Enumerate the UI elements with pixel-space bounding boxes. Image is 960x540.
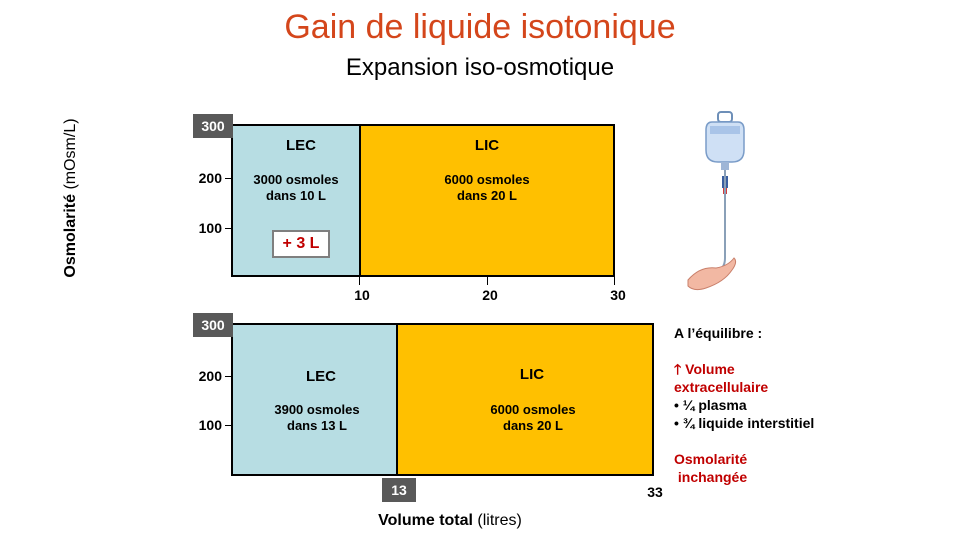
osmolarity-line1: Osmolarité bbox=[674, 451, 748, 467]
slide-subtitle: Expansion iso-osmotique bbox=[345, 54, 615, 81]
equilibrium-heading: A l’équilibre : bbox=[674, 325, 763, 341]
bottom-lec-box bbox=[231, 323, 399, 476]
added-volume-box: + 3 L bbox=[272, 230, 330, 258]
volume-increase-line1: 🡑 Volume bbox=[674, 360, 874, 378]
bottom-y-tickmark-100 bbox=[225, 425, 233, 426]
bottom-lec-label: LEC bbox=[306, 368, 336, 385]
volume-word: Volume bbox=[685, 361, 735, 377]
top-x-tick-30: 30 bbox=[610, 287, 626, 303]
top-lec-line2: dans 10 L bbox=[266, 188, 326, 203]
bottom-lic-label: LIC bbox=[519, 366, 545, 383]
bottom-lec-line2: dans 13 L bbox=[287, 418, 347, 433]
equilibrium-notes: A l’équilibre : 🡑 Volume extracellulaire… bbox=[674, 324, 874, 486]
top-lic-box bbox=[359, 124, 615, 277]
top-lic-label: LIC bbox=[474, 137, 500, 154]
top-x-tickmark-10 bbox=[359, 277, 360, 285]
volume-increase-line2: extracellulaire bbox=[674, 379, 769, 395]
plasma-bullet: • ¼ plasma bbox=[674, 397, 747, 413]
bottom-x-tick-33: 33 bbox=[647, 484, 663, 500]
bottom-lec-text: 3900 osmoles dans 13 L bbox=[261, 402, 373, 434]
interstitial-bullet: • ¾ liquide interstitiel bbox=[674, 415, 815, 431]
slide-title: Gain de liquide isotonique bbox=[284, 8, 676, 46]
y-axis-label-unit: (mOsm/L) bbox=[62, 118, 79, 194]
bottom-y-tick-100: 100 bbox=[198, 417, 222, 433]
top-lic-text: 6000 osmoles dans 20 L bbox=[419, 172, 555, 204]
bottom-y-tickmark-200 bbox=[225, 376, 233, 377]
top-y-tickmark-200 bbox=[225, 178, 233, 179]
top-y-tickmark-100 bbox=[225, 228, 233, 229]
bottom-lic-box bbox=[396, 323, 654, 476]
top-lec-label: LEC bbox=[286, 137, 316, 154]
osmolarity-line2: inchangée bbox=[674, 469, 748, 485]
iv-bag-hook bbox=[717, 111, 733, 123]
top-lic-line1: 6000 osmoles bbox=[444, 172, 530, 187]
bottom-lec-line1: 3900 osmoles bbox=[274, 402, 360, 417]
top-y-tick-200: 200 bbox=[198, 170, 222, 186]
top-osm-badge-300: 300 bbox=[193, 114, 233, 138]
x-axis-label-unit: (litres) bbox=[472, 512, 522, 529]
iv-bag-label bbox=[710, 126, 740, 134]
top-x-tick-10: 10 bbox=[354, 287, 370, 303]
bottom-osm-badge-300: 300 bbox=[193, 313, 233, 337]
y-axis-label: Osmolarité (mOsm/L) bbox=[62, 98, 82, 298]
bottom-y-tick-200: 200 bbox=[198, 368, 222, 384]
bottom-lic-text: 6000 osmoles dans 20 L bbox=[465, 402, 601, 434]
y-axis-label-bold: Osmolarité bbox=[62, 193, 79, 278]
top-y-tick-100: 100 bbox=[198, 220, 222, 236]
up-arrow-icon: 🡑 bbox=[674, 361, 682, 377]
top-x-tickmark-30 bbox=[614, 277, 615, 285]
top-lec-text: 3000 osmoles dans 10 L bbox=[241, 172, 351, 204]
bottom-lic-line1: 6000 osmoles bbox=[490, 402, 576, 417]
x-axis-label: Volume total (litres) bbox=[300, 512, 600, 530]
top-x-tick-20: 20 bbox=[482, 287, 498, 303]
bottom-lic-line2: dans 20 L bbox=[503, 418, 563, 433]
hand-icon bbox=[687, 257, 737, 291]
top-x-tickmark-20 bbox=[487, 277, 488, 285]
bottom-x-badge-13: 13 bbox=[382, 478, 416, 502]
iv-drip-chamber bbox=[721, 162, 729, 170]
iv-drip-bag-and-hand-icon bbox=[687, 111, 745, 291]
x-axis-label-bold: Volume total bbox=[378, 512, 473, 529]
top-lec-line1: 3000 osmoles bbox=[253, 172, 339, 187]
top-lic-line2: dans 20 L bbox=[457, 188, 517, 203]
